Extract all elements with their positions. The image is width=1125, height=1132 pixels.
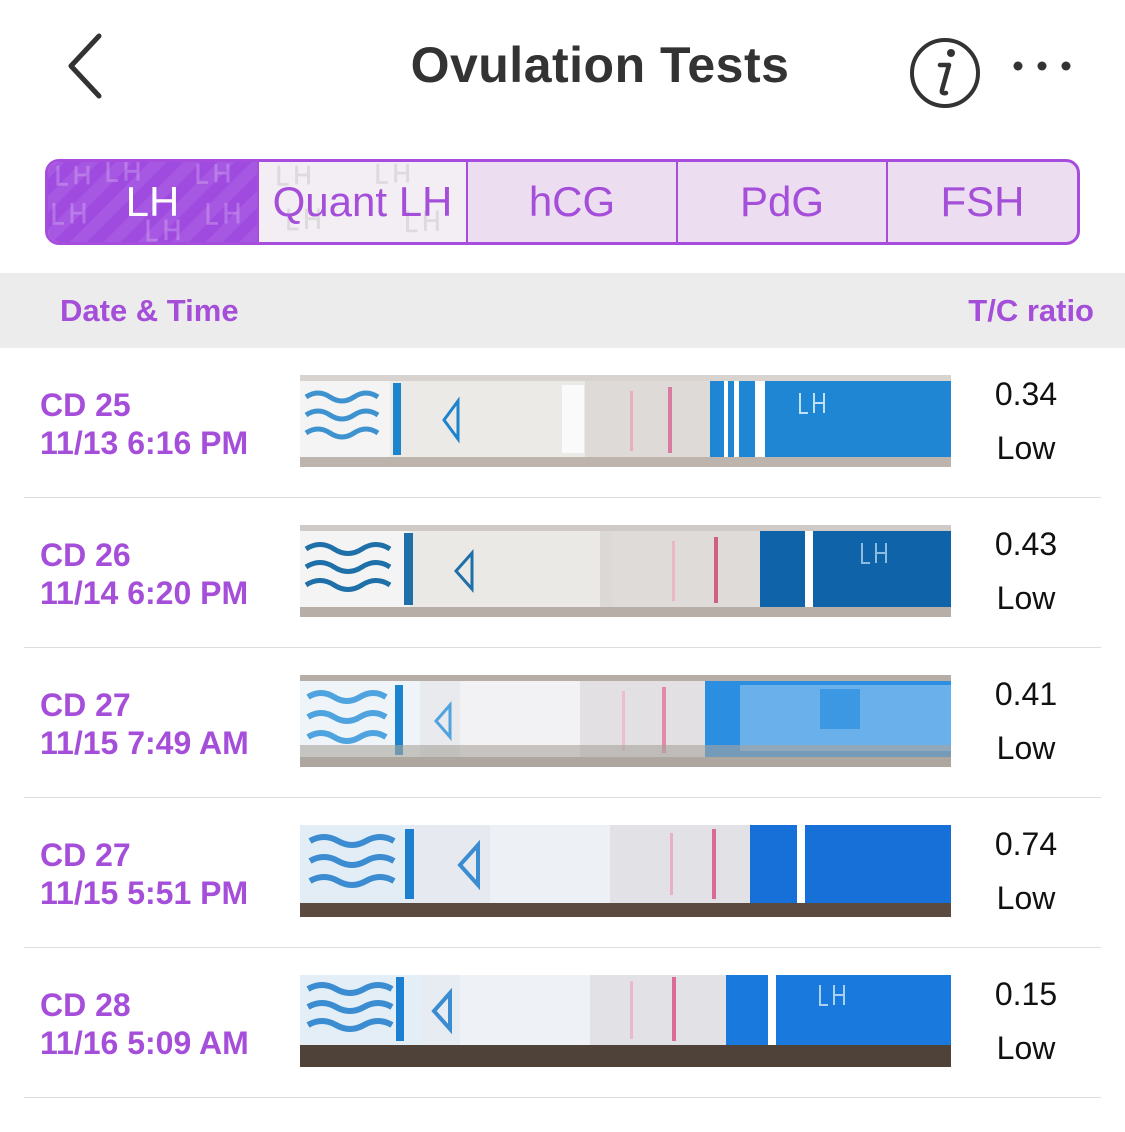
tab-label: LH — [125, 178, 180, 225]
test-datetime: 11/15 7:49 AM — [40, 725, 249, 761]
column-header: Date & Time T/C ratio — [0, 273, 1125, 348]
tab-label: Quant LH — [272, 178, 453, 225]
row-divider — [24, 497, 1101, 498]
test-strip-photo — [300, 525, 951, 617]
test-type-tabs: LH Quant LH hCG PdG FSH — [45, 159, 1080, 245]
header: Ovulation Tests — [0, 0, 1125, 135]
lh-level: Low — [996, 880, 1056, 916]
tc-ratio-value: 0.34 — [994, 376, 1058, 412]
row-divider — [24, 797, 1101, 798]
lh-level: Low — [996, 430, 1056, 466]
tab-fsh[interactable]: FSH — [886, 162, 1077, 242]
test-row[interactable]: CD 27 11/15 7:49 AM 0.41 Low — [0, 648, 1125, 798]
test-strip-photo — [300, 825, 951, 917]
test-strip-photo — [300, 975, 951, 1067]
tab-hcg[interactable]: hCG — [466, 162, 676, 242]
test-row[interactable]: CD 26 11/14 6:20 PM 0.43 Low — [0, 498, 1125, 648]
lh-level: Low — [996, 1030, 1056, 1066]
row-divider — [24, 1097, 1101, 1098]
lh-level: Low — [996, 730, 1056, 766]
cycle-day: CD 25 — [40, 387, 131, 423]
tab-label: hCG — [528, 178, 616, 225]
test-row[interactable]: CD 27 11/15 5:51 PM 0.74 Low — [0, 798, 1125, 948]
tc-ratio-value: 0.41 — [994, 676, 1058, 712]
date-column-header: Date & Time — [60, 293, 239, 328]
tc-ratio-value: 0.74 — [994, 826, 1058, 862]
tc-ratio-value: 0.15 — [994, 976, 1058, 1012]
cycle-day: CD 28 — [40, 987, 131, 1023]
more-icon[interactable] — [1004, 44, 1084, 88]
tab-label: PdG — [739, 178, 825, 225]
cycle-day: CD 27 — [40, 687, 131, 723]
test-row[interactable]: CD 28 11/16 5:09 AM 0.15 Low — [0, 948, 1125, 1098]
cycle-day: CD 27 — [40, 837, 131, 873]
chevron-left-icon[interactable] — [55, 28, 125, 104]
test-datetime: 11/14 6:20 PM — [40, 575, 249, 611]
tab-pdg[interactable]: PdG — [676, 162, 886, 242]
row-divider — [24, 647, 1101, 648]
tab-lh[interactable]: LH — [48, 162, 257, 242]
test-strip-photo — [300, 375, 951, 467]
ratio-column-header: T/C ratio — [968, 293, 1094, 328]
info-icon[interactable] — [906, 34, 984, 112]
tab-label: FSH — [940, 178, 1025, 225]
test-strip-photo — [300, 675, 951, 767]
test-datetime: 11/16 5:09 AM — [40, 1025, 249, 1061]
lh-level: Low — [996, 580, 1056, 616]
test-row[interactable]: CD 25 11/13 6:16 PM 0.34 Low — [0, 348, 1125, 498]
tc-ratio-value: 0.43 — [994, 526, 1058, 562]
test-datetime: 11/13 6:16 PM — [40, 425, 249, 461]
cycle-day: CD 26 — [40, 537, 131, 573]
row-divider — [24, 947, 1101, 948]
page-title: Ovulation Tests — [410, 37, 790, 93]
test-datetime: 11/15 5:51 PM — [40, 875, 249, 911]
tab-quant-lh[interactable]: Quant LH — [257, 162, 466, 242]
